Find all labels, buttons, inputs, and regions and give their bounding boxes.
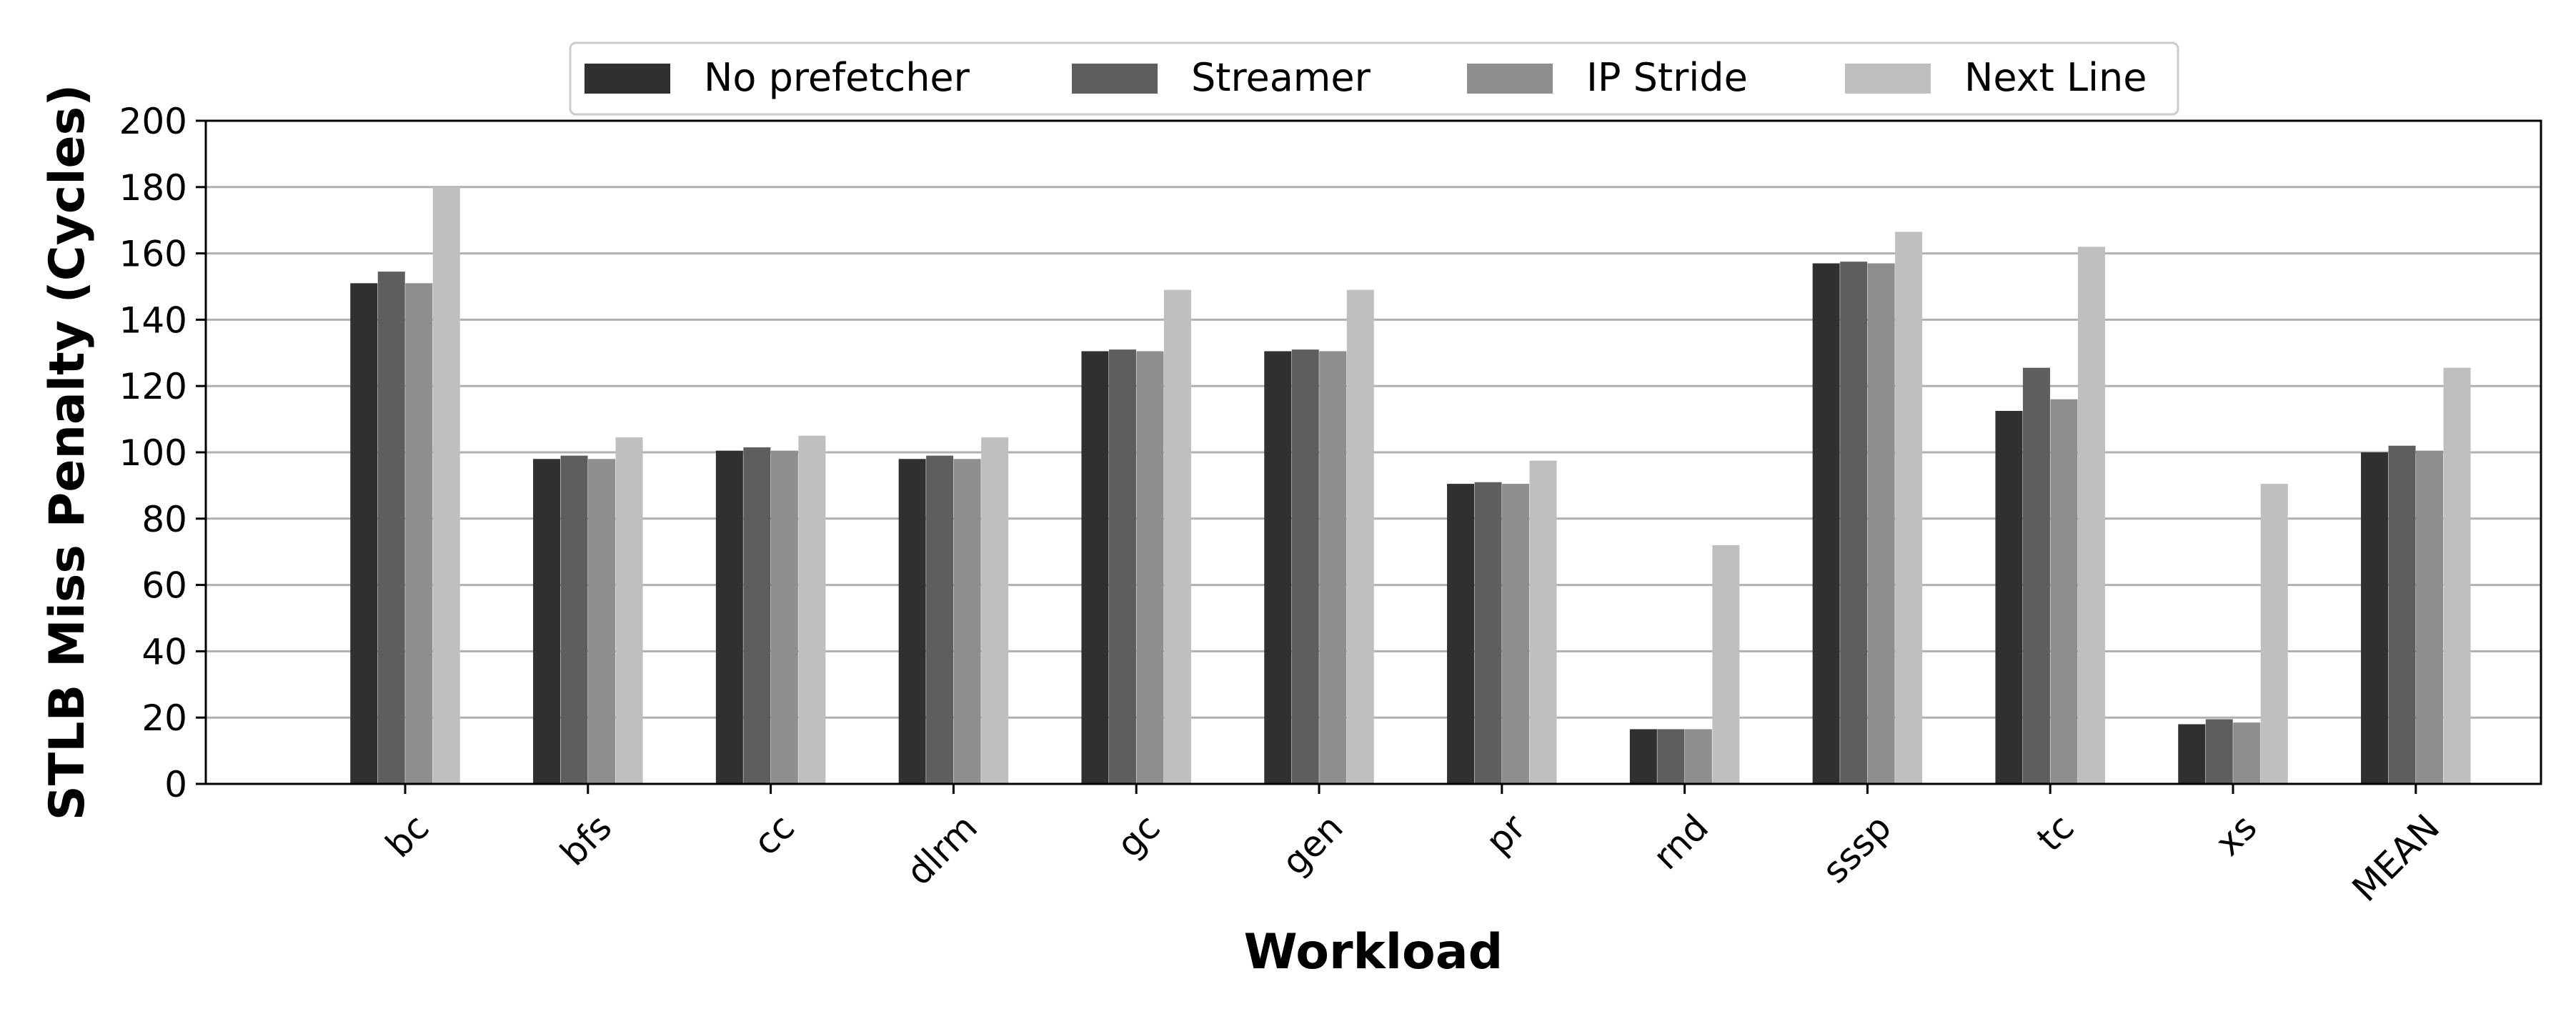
legend-label: Next Line: [1964, 55, 2147, 100]
legend: No prefetcher Streamer IP Stride Next Line: [569, 41, 2179, 116]
bars: [350, 187, 2471, 785]
bar: [1529, 460, 1557, 784]
y-tick-label: 20: [141, 697, 187, 739]
bar: [898, 459, 926, 784]
y-tick-label: 140: [119, 299, 187, 341]
bar: [1136, 351, 1164, 785]
bar: [2205, 719, 2233, 784]
bar: [798, 435, 826, 784]
legend-label: Streamer: [1191, 55, 1371, 100]
bar: [405, 283, 433, 784]
bar: [2443, 367, 2471, 784]
bar: [770, 450, 798, 784]
bar: [1895, 232, 1923, 784]
bar: [2077, 247, 2105, 784]
y-axis-title: STLB Miss Penalty (Cycles): [39, 84, 96, 820]
legend-swatch: [1845, 64, 1931, 94]
y-tick-label: 100: [119, 432, 187, 474]
bar: [1163, 289, 1191, 784]
bar: [1502, 484, 1530, 784]
bar: [2022, 367, 2050, 784]
bar: [1684, 729, 1712, 784]
bar: [350, 283, 378, 784]
bar: [2233, 722, 2261, 784]
bar: [926, 455, 954, 784]
bar: [1108, 349, 1136, 784]
y-tick-label: 120: [119, 366, 187, 407]
bar: [2361, 452, 2389, 784]
y-tick-label: 200: [119, 101, 187, 142]
bar: [1867, 263, 1895, 784]
bar: [981, 437, 1009, 784]
bar: [1291, 349, 1319, 784]
bar: [1995, 411, 2023, 784]
bar: [1812, 263, 1840, 784]
bar: [2260, 484, 2288, 784]
legend-label: No prefetcher: [704, 55, 970, 100]
y-tick-label: 160: [119, 234, 187, 275]
bar: [1319, 351, 1347, 785]
y-ticks: 0 20 40 60 80 100 120 140 160 180 200: [119, 101, 206, 805]
y-tick-label: 180: [119, 167, 187, 209]
y-tick-label: 60: [141, 565, 187, 607]
legend-label: IP Stride: [1586, 55, 1748, 100]
y-tick-label: 0: [164, 764, 187, 805]
bar: [1657, 729, 1685, 784]
bar: [743, 447, 771, 784]
bar: [560, 455, 588, 784]
bar: [2050, 399, 2078, 784]
bar: [2416, 450, 2444, 784]
bar: [1264, 351, 1292, 785]
bar: [377, 272, 405, 784]
y-tick-label: 80: [141, 499, 187, 540]
bar: [432, 187, 460, 784]
bar: [2178, 724, 2206, 784]
bar: [1081, 351, 1109, 785]
bar: [953, 459, 981, 784]
x-axis-title: Workload: [1244, 924, 1503, 980]
bar: [615, 437, 643, 784]
bar: [2388, 445, 2416, 784]
bar: [1840, 262, 1868, 784]
bar: [588, 459, 616, 784]
bar: [1346, 289, 1374, 784]
bar: [1474, 482, 1502, 784]
legend-swatch: [585, 64, 670, 94]
bar: [1447, 484, 1475, 784]
bar: [533, 459, 561, 784]
bar: [1629, 729, 1657, 784]
bar: [715, 450, 743, 784]
legend-box: [569, 41, 2179, 116]
legend-swatch: [1467, 64, 1553, 94]
bar: [1712, 545, 1740, 784]
legend-swatch: [1072, 64, 1158, 94]
y-tick-label: 40: [141, 631, 187, 672]
